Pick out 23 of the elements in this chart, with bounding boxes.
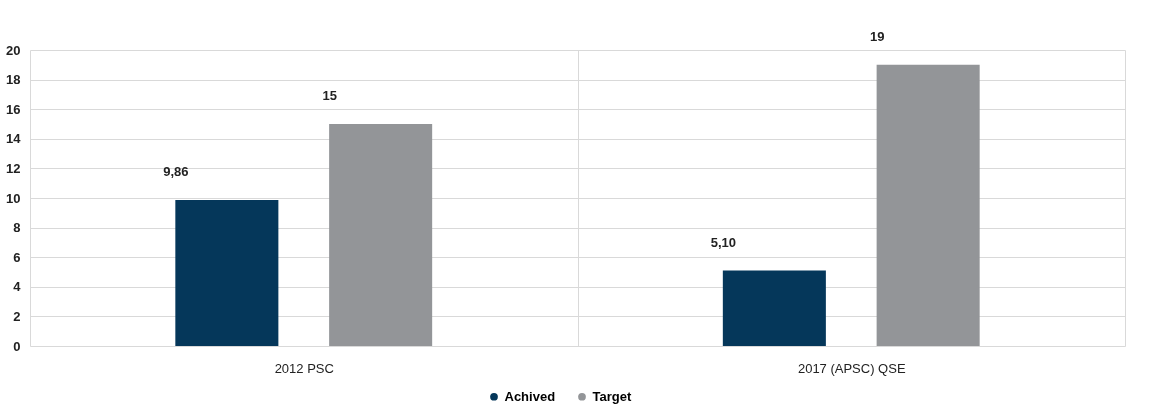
- y-tick-label: 16: [6, 101, 21, 117]
- bar: [876, 64, 980, 346]
- x-tick-label: 2012 PSC: [274, 360, 334, 376]
- data-label: 15: [322, 88, 337, 103]
- y-tick-label: 18: [6, 72, 21, 88]
- y-tick-label: 0: [13, 338, 21, 354]
- bar: [329, 124, 433, 346]
- y-tick-label: 4: [13, 279, 22, 295]
- data-label: 19: [869, 28, 885, 44]
- bar: [722, 270, 826, 346]
- legend-label: Achived: [504, 388, 556, 404]
- y-tick-label: 6: [13, 249, 21, 265]
- y-tick-label: 10: [6, 190, 21, 206]
- data-label: 9,86: [163, 164, 189, 180]
- y-tick-label: 20: [6, 42, 21, 58]
- y-tick-label: 12: [6, 160, 21, 176]
- y-tick-label: 8: [13, 220, 21, 236]
- y-tick-label: 2: [13, 308, 21, 324]
- legend-label: Target: [592, 388, 632, 404]
- bar: [175, 200, 279, 346]
- data-label: 5,10: [710, 234, 737, 250]
- x-tick-label: 2017 (APSC) QSE: [797, 360, 906, 376]
- y-tick-label: 14: [6, 131, 22, 147]
